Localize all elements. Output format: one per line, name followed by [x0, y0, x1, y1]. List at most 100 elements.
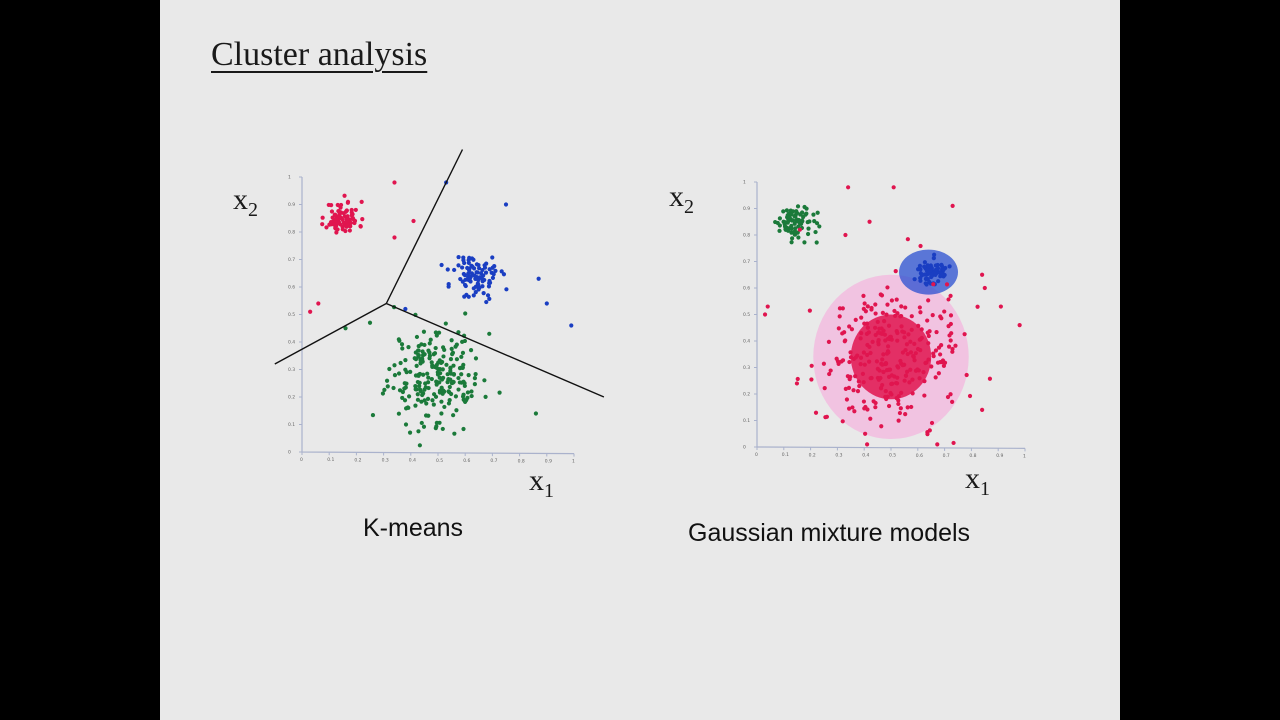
data-point — [895, 330, 900, 336]
data-point — [382, 387, 387, 393]
data-point — [420, 359, 425, 364]
data-point — [846, 185, 851, 190]
data-point — [919, 327, 924, 332]
data-point — [416, 343, 421, 349]
data-point — [849, 327, 855, 332]
data-point — [835, 359, 841, 364]
cluster-red — [794, 237, 993, 447]
data-point — [449, 346, 454, 351]
data-point — [413, 403, 418, 408]
data-point — [903, 305, 908, 310]
data-point — [459, 372, 464, 377]
data-point — [880, 357, 885, 362]
data-point — [926, 357, 931, 362]
data-point — [423, 413, 429, 418]
data-point — [875, 319, 880, 325]
data-point — [865, 352, 870, 358]
data-point — [380, 391, 386, 396]
data-point — [913, 351, 918, 356]
cluster-blue — [439, 254, 509, 305]
data-point — [340, 217, 345, 222]
data-point — [941, 363, 947, 368]
x-tick-label: 0.4 — [862, 453, 869, 459]
data-point — [472, 382, 477, 387]
data-point — [950, 346, 955, 352]
data-point — [946, 344, 952, 349]
data-point — [536, 276, 541, 281]
data-point — [902, 335, 907, 340]
data-point — [469, 393, 474, 399]
x-tick-label: 0.5 — [436, 458, 443, 464]
data-point — [473, 356, 479, 361]
data-point — [892, 308, 897, 314]
data-point — [912, 277, 917, 282]
data-point — [457, 380, 462, 385]
data-point — [931, 282, 936, 287]
data-point — [403, 422, 409, 427]
data-point — [922, 264, 927, 269]
data-point — [865, 442, 870, 447]
data-point — [338, 210, 343, 215]
data-point — [900, 363, 905, 368]
data-point — [335, 227, 340, 232]
data-point — [870, 339, 875, 344]
x-tick-label: 0.5 — [889, 453, 896, 459]
data-point — [878, 385, 884, 391]
data-point — [417, 383, 422, 389]
data-point — [335, 202, 340, 208]
data-point — [908, 350, 914, 355]
data-point — [385, 384, 390, 389]
data-point — [443, 321, 448, 326]
data-point — [460, 350, 466, 355]
data-point — [358, 224, 363, 229]
data-point — [895, 311, 900, 316]
data-point — [894, 395, 899, 401]
data-point — [569, 323, 574, 328]
data-point — [441, 354, 446, 359]
data-point — [865, 407, 870, 412]
data-point — [843, 232, 848, 238]
data-point — [846, 406, 852, 411]
data-point — [793, 231, 798, 237]
data-point — [860, 371, 866, 376]
data-point — [806, 226, 811, 231]
data-point — [544, 301, 549, 306]
data-point — [932, 252, 937, 257]
data-point — [460, 265, 465, 270]
kmeans-plot: 0 0.1 0.2 0.3 0.4 0.5 0.6 0.7 0.8 0.9 1 0 0.1 0.2 0.3 0… — [274, 149, 605, 465]
data-point — [933, 348, 939, 353]
data-point — [814, 240, 819, 245]
data-point — [975, 304, 980, 309]
data-point — [469, 389, 474, 394]
data-point — [473, 290, 478, 295]
data-point — [942, 309, 947, 314]
data-point — [444, 362, 449, 367]
data-point — [329, 209, 335, 214]
data-point — [435, 372, 441, 377]
data-point — [917, 376, 922, 381]
data-point — [899, 313, 904, 319]
data-point — [335, 220, 340, 226]
data-point — [466, 271, 471, 276]
data-point — [433, 345, 438, 351]
data-point — [418, 389, 423, 394]
data-point — [909, 314, 914, 319]
data-point — [414, 334, 420, 340]
data-point — [863, 309, 868, 314]
y-tick-label: 0.1 — [743, 418, 750, 424]
data-point — [426, 385, 431, 391]
data-point — [445, 380, 450, 385]
gmm-caption: Gaussian mixture models — [688, 519, 971, 547]
data-point — [847, 377, 852, 382]
data-point — [926, 341, 931, 346]
data-point — [909, 404, 914, 410]
data-point — [308, 309, 313, 314]
data-point — [433, 426, 438, 431]
y-tick-label: 0.8 — [743, 233, 750, 239]
data-point — [777, 216, 782, 221]
data-point — [473, 276, 478, 281]
data-point — [859, 315, 864, 320]
decision-boundary — [385, 149, 464, 304]
data-point — [461, 255, 466, 260]
data-point — [922, 272, 927, 277]
